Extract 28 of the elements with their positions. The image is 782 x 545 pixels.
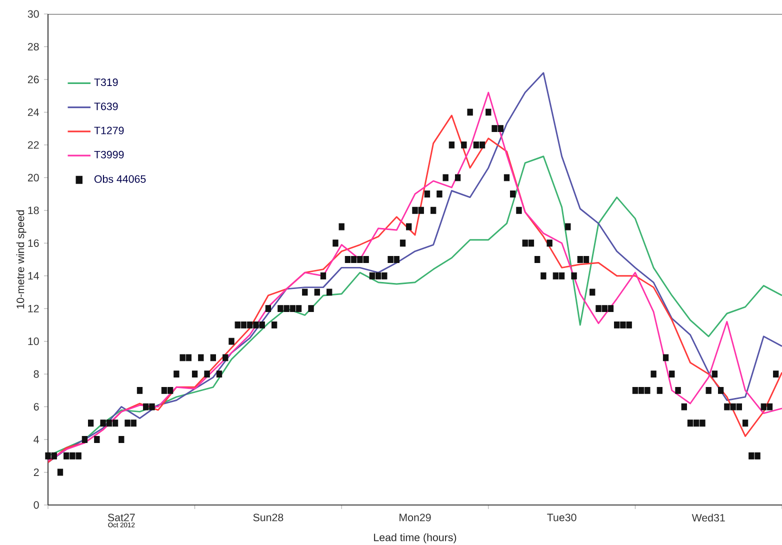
y-tick-label: 0 [34, 501, 39, 509]
y-tick-label: 12 [28, 304, 39, 312]
y-tick-label: 6 [34, 403, 39, 411]
x-tick-label: Wed31 [692, 514, 725, 522]
y-axis-title: 10-metre wind speed [16, 210, 26, 308]
y-tick-label: 14 [28, 272, 39, 280]
y-tick-label: 16 [28, 239, 39, 247]
y-tick-label: 4 [34, 436, 39, 444]
x-tick-label: Sun28 [253, 514, 284, 522]
y-tick-label: 10 [28, 338, 39, 346]
y-tick-label: 18 [28, 206, 39, 214]
legend-label: Obs 44065 [94, 174, 146, 183]
y-tick-label: 24 [28, 108, 39, 116]
y-tick-label: 28 [28, 42, 39, 50]
y-tick-label: 26 [28, 76, 39, 84]
legend-label: T1279 [94, 126, 124, 134]
legend-label: T3999 [94, 150, 124, 158]
legend-label: T639 [94, 102, 118, 110]
y-tick-label: 22 [28, 141, 39, 149]
x-tick-label: Tue30 [547, 514, 576, 522]
x-tick-label: Sat27 [108, 514, 135, 522]
y-tick-label: 20 [28, 174, 39, 182]
y-tick-label: 30 [28, 10, 39, 18]
x-axis-title: Lead time (hours) [374, 533, 456, 544]
legend-label: T319 [94, 78, 118, 86]
x-tick-label: Mon29 [400, 514, 431, 522]
y-tick-label: 2 [34, 468, 39, 476]
y-tick-label: 8 [34, 370, 39, 378]
